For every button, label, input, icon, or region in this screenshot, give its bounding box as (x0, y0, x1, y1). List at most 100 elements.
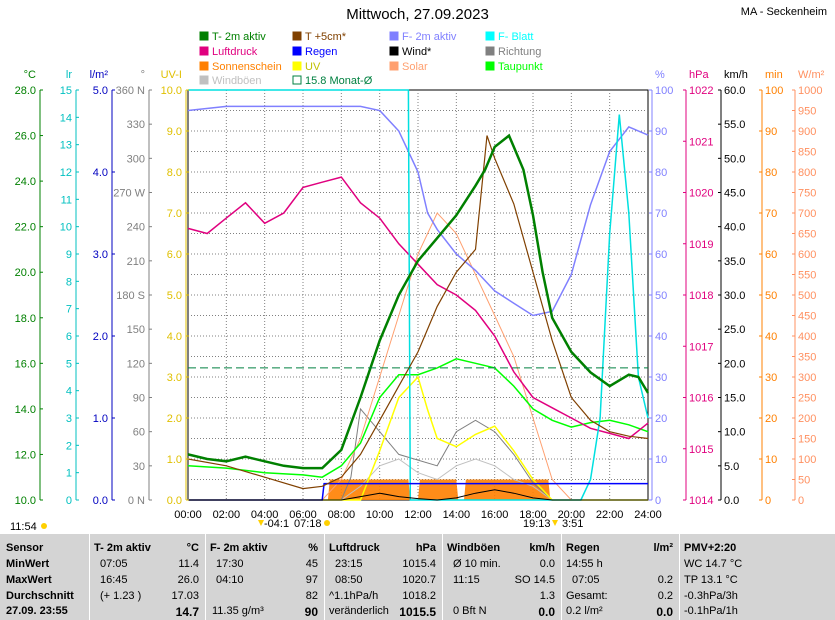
axis-x-tick-label: 02:00 (213, 509, 241, 521)
axis-solar-tick-label: 900 (798, 126, 816, 138)
plot-series (187, 89, 650, 501)
legend-richtung-label: Richtung (498, 46, 541, 58)
stats-header-hum: F- 2m aktiv (210, 542, 268, 554)
axis-humidity-tick-label: 50 (655, 290, 667, 302)
stats-unit-wind: km/h (529, 542, 555, 554)
axis-lr-tick-label: 8 (66, 276, 72, 288)
stats-wind-max: SO 14.5 (514, 574, 555, 586)
axis-pressure-tick-label: 1021 (689, 136, 713, 148)
axis-wind-tick-label: 20.0 (724, 358, 745, 370)
legend-uv-label: UV (305, 61, 321, 73)
sunset-icon (552, 520, 558, 526)
stats-press-max: 1020.7 (402, 574, 436, 586)
weather-chart: 28.026.024.022.020.018.016.014.012.010.0… (10, 31, 825, 533)
legend-f-2m-aktiv-label: F- 2m aktiv (402, 31, 457, 43)
stats-rain-total-label: Gesamt: (566, 590, 608, 602)
series-luftdruck (187, 176, 649, 440)
stats-header-rain: Regen (566, 542, 600, 554)
axis-direction-tick-label: 30 (133, 461, 145, 473)
stats-temp-min: 11.4 (178, 558, 199, 570)
axis-uvi-tick-label: 3.0 (167, 372, 182, 384)
axis-temp-tick-label: 20.0 (15, 267, 36, 279)
axis-solar-tick-label: 850 (798, 147, 816, 159)
stats-press-trend: ^1.1hPa/h (329, 590, 379, 602)
axis-minutes-tick-label: 40 (765, 331, 777, 343)
axis-solar-tick-label: 950 (798, 106, 816, 118)
series-wind- (188, 489, 648, 501)
axis-direction-unit: ° (141, 69, 145, 81)
stats-pmv-trend1h: -0.1hPa/1h (684, 605, 738, 617)
axis-direction-tick-label: 0 N (128, 495, 145, 507)
legend-luftdruck-swatch (199, 46, 209, 56)
axis-humidity-tick-label: 10 (655, 454, 667, 466)
axis-lr-tick-label: 5 (66, 358, 72, 370)
axis-lr-tick-label: 2 (66, 440, 72, 452)
legend-regen-label: Regen (305, 46, 337, 58)
axis-solar-tick-label: 350 (798, 352, 816, 364)
axis-uvi-tick-label: 4.0 (167, 331, 182, 343)
axis-lr-tick-label: 15 (60, 85, 72, 97)
axis-solar-tick-label: 500 (798, 290, 816, 302)
legend-f-blatt-label: F- Blatt (498, 31, 533, 43)
axis-solar-tick-label: 750 (798, 188, 816, 200)
legend-richtung-swatch (485, 46, 495, 56)
astro-moonset: -04:1 (264, 518, 289, 530)
legend-windb-en-swatch (199, 75, 209, 85)
stats-wind-avg-label: Ø 10 min. (453, 558, 501, 570)
axis-temp-tick-label: 26.0 (15, 131, 36, 143)
axis-lm2-tick-label: 1.0 (93, 413, 108, 425)
stats-col-hum: F- 2m aktiv % 17:30 45 04:10 97 82 11.35… (206, 534, 324, 620)
axis-lr-tick-label: 7 (66, 304, 72, 316)
axis-solar-tick-label: 700 (798, 208, 816, 220)
axis-minutes-tick-label: 100 (765, 85, 783, 97)
axis-wind-tick-label: 30.0 (724, 290, 745, 302)
axis-uvi-tick-label: 2.0 (167, 413, 182, 425)
axis-pressure-tick-label: 1015 (689, 444, 713, 456)
axis-lm2-tick-label: 2.0 (93, 331, 108, 343)
stats-wind-bft: 0 Bft N (453, 605, 487, 617)
axis-solar-tick-label: 250 (798, 393, 816, 405)
stats-rain-total: 0.2 (657, 590, 673, 602)
axis-humidity-tick-label: 100 (655, 85, 673, 97)
axis-wind-tick-label: 45.0 (724, 188, 745, 200)
legend-sonnenschein-swatch (199, 61, 209, 71)
axis-lm2-tick-label: 3.0 (93, 249, 108, 261)
axis-lm2-tick-label: 0.0 (93, 495, 108, 507)
stats-press-min-time: 23:15 (335, 558, 363, 570)
stats-rain-duration: 14:55 h (566, 558, 603, 570)
series-solar (188, 212, 648, 501)
legend-15-8-monat--label: 15.8 Monat-Ø (305, 75, 373, 87)
axis-minutes-tick-label: 20 (765, 413, 777, 425)
astro-markers: 11:54 -04:1 07:18 19:13 3:51 (10, 518, 583, 533)
axis-solar-tick-label: 50 (798, 475, 810, 487)
axis-wind-unit: km/h (724, 69, 748, 81)
stats-temp-avg-note: (+ 1.23 ) (100, 590, 142, 602)
axis-direction-tick-label: 240 (127, 222, 145, 234)
plot-axes: 28.026.024.022.020.018.016.014.012.010.0… (15, 69, 825, 521)
axis-temp-unit: °C (24, 69, 36, 81)
axis-pressure-tick-label: 1014 (689, 495, 713, 507)
stats-rain-current: 0.0 (656, 605, 673, 619)
legend-15-8-monat--swatch (292, 75, 302, 85)
axis-uvi-tick-label: 5.0 (167, 290, 182, 302)
sunrise-icon (324, 520, 330, 526)
series-t-2m-aktiv (187, 133, 650, 470)
stats-col-wind: Windböen km/h Ø 10 min. 0.0 11:15 SO 14.… (443, 534, 561, 620)
astro-sunset: 19:13 (523, 518, 551, 530)
axis-pressure-unit: hPa (689, 69, 709, 81)
axis-x-tick-label: 24:00 (634, 509, 662, 521)
axis-pressure-tick-label: 1018 (689, 290, 713, 302)
stats-wind-max-time: 11:15 (453, 574, 480, 586)
axis-x-tick-label: 22:00 (596, 509, 624, 521)
stats-unit-press: hPa (415, 542, 436, 554)
axis-humidity-tick-label: 70 (655, 208, 667, 220)
axis-x-tick-label: 18:00 (519, 509, 547, 521)
stats-hum-current: 90 (304, 605, 318, 619)
axis-direction-tick-label: 90 (133, 393, 145, 405)
axis-temp-tick-label: 16.0 (15, 358, 36, 370)
plot-grid (187, 89, 649, 501)
axis-humidity-tick-label: 20 (655, 413, 667, 425)
axis-solar-tick-label: 100 (798, 454, 816, 466)
axis-minutes-tick-label: 50 (765, 290, 777, 302)
axis-minutes-tick-label: 60 (765, 249, 777, 261)
